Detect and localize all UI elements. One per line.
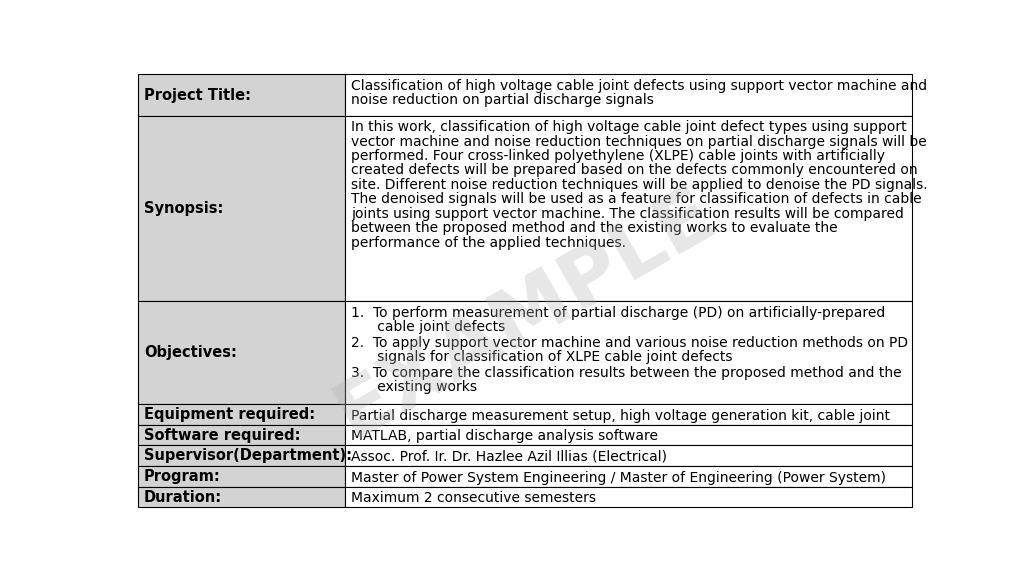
Bar: [137, 445, 345, 466]
Text: created defects will be prepared based on the defects commonly encountered on: created defects will be prepared based o…: [351, 164, 919, 177]
Bar: [345, 445, 912, 466]
Text: Equipment required:: Equipment required:: [143, 407, 315, 422]
Bar: [137, 301, 345, 404]
Text: joints using support vector machine. The classification results will be compared: joints using support vector machine. The…: [351, 207, 904, 221]
Text: Program:: Program:: [143, 469, 220, 484]
Text: Objectives:: Objectives:: [143, 345, 237, 360]
Text: performance of the applied techniques.: performance of the applied techniques.: [351, 236, 627, 249]
Bar: [345, 404, 912, 425]
Text: Master of Power System Engineering / Master of Engineering (Power System): Master of Power System Engineering / Mas…: [351, 471, 887, 484]
Text: 1.  To perform measurement of partial discharge (PD) on artificially-prepared: 1. To perform measurement of partial dis…: [351, 306, 886, 320]
Bar: [345, 74, 912, 116]
Text: vector machine and noise reduction techniques on partial discharge signals will : vector machine and noise reduction techn…: [351, 135, 927, 149]
Text: Supervisor(Department):: Supervisor(Department):: [143, 448, 352, 463]
Text: signals for classification of XLPE cable joint defects: signals for classification of XLPE cable…: [351, 350, 733, 364]
Bar: [137, 425, 345, 445]
Text: Project Title:: Project Title:: [143, 88, 251, 103]
Text: 2.  To apply support vector machine and various noise reduction methods on PD: 2. To apply support vector machine and v…: [351, 336, 908, 350]
Bar: [345, 466, 912, 487]
Bar: [137, 404, 345, 425]
Text: Classification of high voltage cable joint defects using support vector machine : Classification of high voltage cable joi…: [351, 79, 928, 93]
Text: Software required:: Software required:: [143, 427, 300, 443]
Text: existing works: existing works: [351, 380, 477, 394]
Text: The denoised signals will be used as a feature for classification of defects in : The denoised signals will be used as a f…: [351, 192, 922, 206]
Bar: [345, 301, 912, 404]
Bar: [345, 425, 912, 445]
Text: 3.  To compare the classification results between the proposed method and the: 3. To compare the classification results…: [351, 366, 902, 380]
Bar: [137, 74, 345, 116]
Text: In this work, classification of high voltage cable joint defect types using supp: In this work, classification of high vol…: [351, 120, 907, 134]
Text: site. Different noise reduction techniques will be applied to denoise the PD sig: site. Different noise reduction techniqu…: [351, 178, 928, 192]
Bar: [137, 487, 345, 507]
Text: EXAMPLE: EXAMPLE: [322, 173, 728, 453]
Text: Maximum 2 consecutive semesters: Maximum 2 consecutive semesters: [351, 491, 596, 505]
Text: MATLAB, partial discharge analysis software: MATLAB, partial discharge analysis softw…: [351, 429, 658, 444]
Text: Assoc. Prof. Ir. Dr. Hazlee Azil Illias (Electrical): Assoc. Prof. Ir. Dr. Hazlee Azil Illias …: [351, 450, 668, 464]
Bar: [137, 466, 345, 487]
Bar: [345, 116, 912, 301]
Text: Duration:: Duration:: [143, 490, 222, 505]
Bar: [137, 116, 345, 301]
Text: Synopsis:: Synopsis:: [143, 201, 223, 216]
Text: Partial discharge measurement setup, high voltage generation kit, cable joint: Partial discharge measurement setup, hig…: [351, 409, 891, 423]
Text: cable joint defects: cable joint defects: [351, 320, 506, 334]
Text: between the proposed method and the existing works to evaluate the: between the proposed method and the exis…: [351, 221, 838, 235]
Text: noise reduction on partial discharge signals: noise reduction on partial discharge sig…: [351, 93, 654, 107]
Bar: [345, 487, 912, 507]
Text: performed. Four cross-linked polyethylene (XLPE) cable joints with artificially: performed. Four cross-linked polyethylen…: [351, 149, 886, 163]
